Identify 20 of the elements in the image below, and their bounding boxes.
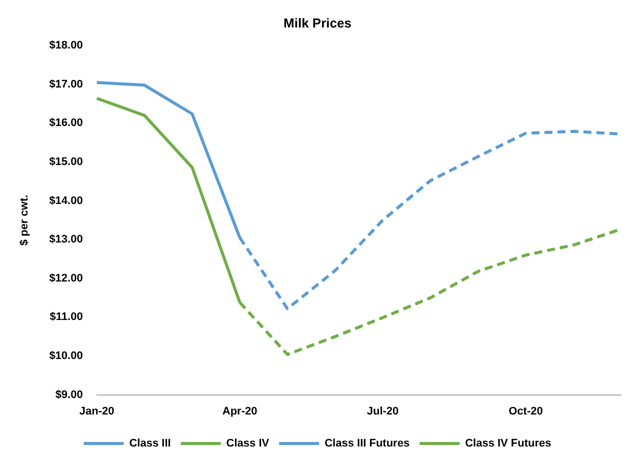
y-tick-label: $17.00 — [49, 78, 83, 90]
x-tick-label: Oct-20 — [508, 405, 543, 418]
x-tick-label: Jul-20 — [366, 405, 399, 418]
y-tick-label: $18.00 — [49, 40, 83, 52]
y-tick-label: $12.00 — [49, 272, 83, 284]
y-tick-label: $11.00 — [50, 311, 83, 324]
chart-title: Milk Prices — [284, 15, 352, 30]
y-tick-label: $9.00 — [55, 388, 83, 401]
y-tick-label: $16.00 — [49, 117, 83, 130]
legend-label: Class IV Futures — [465, 438, 552, 450]
legend-label: Class III — [129, 438, 171, 450]
y-axis-title: $ per cwt. — [18, 194, 31, 246]
x-tick-label: Apr-20 — [222, 405, 258, 418]
y-tick-label: $14.00 — [49, 194, 83, 207]
y-tick-label: $15.00 — [49, 156, 83, 168]
legend-label: Class IV — [226, 438, 270, 450]
legend-label: Class III Futures — [324, 438, 410, 450]
y-tick-label: $13.00 — [49, 234, 83, 246]
y-tick-label: $10.00 — [49, 350, 83, 362]
x-tick-label: Jan-20 — [79, 405, 114, 418]
